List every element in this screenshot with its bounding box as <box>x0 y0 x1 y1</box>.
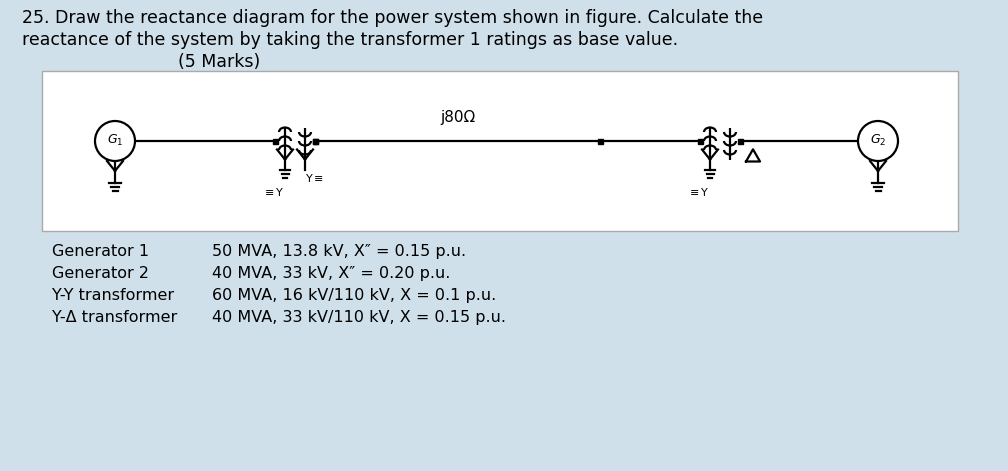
Text: Y$\equiv$: Y$\equiv$ <box>305 171 325 184</box>
Bar <box>272 138 277 144</box>
Bar <box>698 138 703 144</box>
Text: Generator 1: Generator 1 <box>52 244 149 259</box>
Text: Y-Δ transformer: Y-Δ transformer <box>52 310 177 325</box>
Text: Y-Y transformer: Y-Y transformer <box>52 288 174 303</box>
Text: reactance of the system by taking the transformer 1 ratings as base value.: reactance of the system by taking the tr… <box>22 31 678 49</box>
Bar <box>312 138 318 144</box>
Bar <box>738 138 743 144</box>
Text: $\equiv$Y: $\equiv$Y <box>262 186 284 197</box>
FancyBboxPatch shape <box>42 71 958 231</box>
Text: Generator 2: Generator 2 <box>52 266 149 281</box>
Text: j80Ω: j80Ω <box>439 110 475 125</box>
Text: (5 Marks): (5 Marks) <box>178 53 260 71</box>
Text: $\equiv$Y: $\equiv$Y <box>686 186 710 197</box>
Text: $G_2$: $G_2$ <box>870 132 886 147</box>
Text: 25. Draw the reactance diagram for the power system shown in figure. Calculate t: 25. Draw the reactance diagram for the p… <box>22 9 763 27</box>
Bar <box>598 138 603 144</box>
Text: $G_1$: $G_1$ <box>107 132 123 147</box>
Text: 40 MVA, 33 kV/110 kV, X = 0.15 p.u.: 40 MVA, 33 kV/110 kV, X = 0.15 p.u. <box>212 310 506 325</box>
Text: 40 MVA, 33 kV, X″ = 0.20 p.u.: 40 MVA, 33 kV, X″ = 0.20 p.u. <box>212 266 451 281</box>
Text: 60 MVA, 16 kV/110 kV, X = 0.1 p.u.: 60 MVA, 16 kV/110 kV, X = 0.1 p.u. <box>212 288 496 303</box>
Text: 50 MVA, 13.8 kV, X″ = 0.15 p.u.: 50 MVA, 13.8 kV, X″ = 0.15 p.u. <box>212 244 466 259</box>
Bar <box>312 138 318 144</box>
